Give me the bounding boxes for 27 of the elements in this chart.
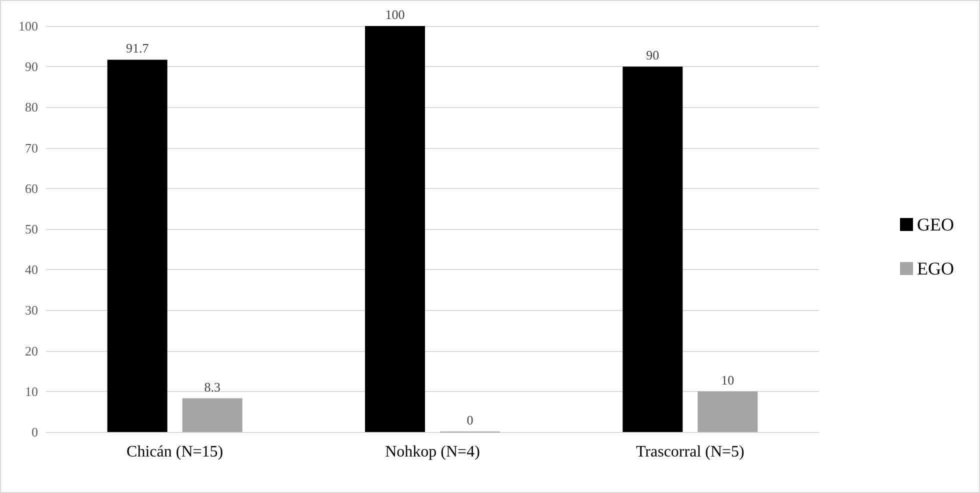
data-label: 91.7 — [126, 40, 150, 56]
y-tick-label: 20 — [25, 343, 38, 358]
y-tick-label: 0 — [32, 424, 38, 440]
y-tick-label: 50 — [25, 222, 38, 236]
bar — [182, 398, 242, 432]
legend-label: GEO — [917, 214, 954, 234]
bar — [698, 391, 758, 432]
y-tick-label: 70 — [25, 140, 38, 156]
data-label: 10 — [721, 372, 734, 388]
y-tick-label: 30 — [25, 302, 38, 318]
legend-label: EGO — [917, 258, 954, 278]
y-tick-label: 90 — [25, 59, 38, 74]
y-tick-label: 80 — [25, 100, 38, 115]
bar — [107, 60, 168, 432]
data-label: 100 — [385, 7, 405, 22]
x-tick-label: Nohkop (N=4) — [385, 444, 480, 460]
bar — [622, 66, 683, 432]
x-tick-label: Chicán (N=15) — [126, 444, 224, 460]
data-label: 90 — [646, 48, 660, 63]
data-label: 8.3 — [204, 379, 220, 394]
y-tick-label: 60 — [25, 180, 38, 196]
x-tick-label: Trascorral (N=5) — [636, 444, 744, 460]
data-label: 0 — [466, 412, 474, 428]
y-tick-label: 40 — [25, 262, 38, 278]
y-tick-label: 100 — [18, 18, 38, 34]
y-tick-label: 10 — [25, 384, 38, 399]
bar — [365, 26, 425, 432]
